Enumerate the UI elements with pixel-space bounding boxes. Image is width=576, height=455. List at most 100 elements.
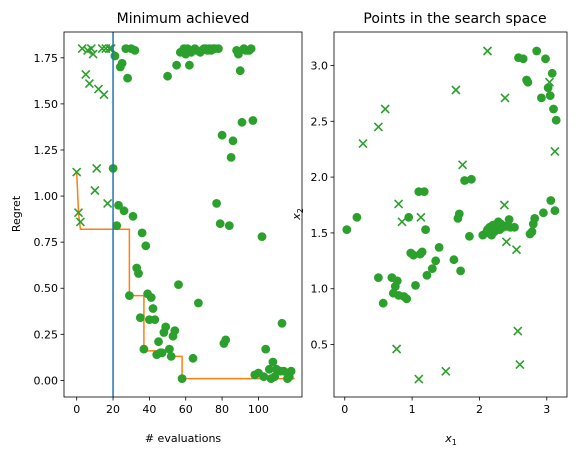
right-point-circle (374, 273, 383, 282)
left-point-circle (172, 60, 182, 70)
left-point-circle (277, 318, 287, 328)
right-point-circle (409, 250, 418, 260)
left-point-cross (92, 163, 102, 173)
left-panel-marks (72, 32, 296, 397)
left-point-circle (137, 228, 147, 238)
left-point-circle (188, 353, 198, 363)
left-point-cross (97, 44, 107, 54)
right-point-circle (547, 68, 557, 78)
left-point-circle (154, 337, 163, 347)
left-point-circle (226, 153, 236, 162)
right-x-tick-label: 1 (409, 403, 416, 416)
right-point-circle (539, 208, 548, 218)
right-panel-xlabel-sub: 1 (452, 438, 457, 447)
left-point-circle (234, 49, 243, 59)
left-point-cross (106, 44, 116, 54)
right-point-circle (422, 270, 432, 280)
left-x-tick-label: 20 (106, 403, 120, 416)
left-x-tick-label: 80 (215, 403, 229, 416)
left-y-tick-label: 0.50 (34, 282, 59, 295)
left-point-circle (146, 293, 156, 302)
left-point-circle (148, 304, 158, 313)
right-panel-xlabel: x1 (444, 432, 457, 447)
right-x-tick-label: 2 (476, 403, 483, 416)
right-panel-ylabel-sub: 2 (296, 208, 305, 213)
right-point-cross (458, 160, 468, 170)
right-point-circle (378, 298, 388, 308)
right-point-circle (352, 212, 362, 222)
left-point-circle (141, 241, 151, 251)
left-axes-frame (63, 31, 303, 398)
right-point-circle (523, 77, 533, 87)
left-point-circle (237, 117, 247, 127)
left-point-circle (135, 313, 145, 323)
right-point-circle (546, 196, 556, 205)
left-point-cross (72, 167, 82, 177)
right-y-tick-label: 1.5 (311, 227, 329, 240)
right-x-tick-label: 0 (341, 403, 348, 416)
right-point-cross (416, 212, 426, 222)
right-point-circle (551, 115, 561, 125)
right-axes-frame (333, 31, 568, 398)
left-point-circle (217, 130, 227, 140)
right-point-circle (465, 231, 474, 241)
right-point-circle (545, 91, 555, 100)
left-point-circle (119, 206, 129, 216)
right-point-circle (550, 206, 560, 216)
right-point-circle (467, 174, 476, 184)
right-y-tick-label: 2.5 (311, 115, 329, 128)
left-point-circle (150, 315, 160, 324)
left-panel-minimum-achieved: Minimum achieved 0 20 40 60 80 100 0.00 0.25 0.5… (10, 11, 303, 445)
left-point-circle (163, 71, 173, 81)
left-point-circle (170, 326, 180, 335)
left-point-circle (279, 366, 289, 376)
left-point-circle (221, 335, 231, 345)
right-point-cross (441, 366, 451, 376)
right-point-circle (532, 46, 542, 56)
right-panel-xlabel-main: x (444, 432, 452, 445)
right-point-circle (449, 255, 459, 265)
right-panel-search-space: Points in the search space 0 1 2 3 0.5 1.0 1.5… (290, 11, 568, 447)
right-panel-ylabel: x2 (290, 208, 305, 221)
left-y-tick-label: 1.00 (34, 190, 59, 203)
right-point-cross (482, 46, 493, 56)
left-point-circle (185, 60, 194, 70)
right-point-circle (342, 225, 352, 235)
left-y-tick-label: 0.00 (34, 374, 59, 387)
right-point-circle (541, 54, 550, 64)
left-y-tick-label: 0.25 (34, 328, 59, 341)
right-point-cross (501, 237, 511, 247)
right-panel-title: Points in the search space (363, 11, 546, 27)
left-y-tick-label: 1.75 (34, 52, 59, 65)
left-point-cross (75, 217, 85, 227)
left-point-circle (112, 221, 122, 231)
right-point-cross (414, 374, 424, 384)
left-point-circle (124, 291, 134, 300)
left-x-tick-label: 40 (142, 403, 156, 416)
left-point-circle (165, 344, 174, 354)
left-point-circle (235, 66, 245, 76)
left-point-cross (103, 198, 113, 208)
right-point-cross (394, 199, 404, 209)
right-point-circle (510, 222, 519, 232)
right-point-circle (454, 209, 464, 219)
left-point-circle (174, 280, 183, 289)
right-point-circle (434, 243, 444, 252)
left-point-circle (123, 73, 132, 83)
right-point-circle (456, 266, 465, 276)
left-point-circle (134, 269, 143, 278)
left-point-circle (139, 344, 149, 354)
right-point-cross (500, 93, 510, 103)
right-point-cross (511, 245, 522, 255)
right-x-tick-label: 3 (543, 403, 550, 416)
right-point-cross (358, 139, 368, 149)
left-point-circle (257, 232, 267, 242)
right-point-circle (402, 294, 412, 304)
right-point-circle (404, 212, 414, 222)
right-point-cross (397, 217, 407, 227)
left-point-circle (110, 51, 120, 61)
right-y-tick-label: 2.0 (311, 171, 329, 184)
left-y-tick-label: 0.75 (34, 236, 59, 249)
left-point-cross (90, 185, 100, 196)
right-point-circle (460, 176, 469, 185)
